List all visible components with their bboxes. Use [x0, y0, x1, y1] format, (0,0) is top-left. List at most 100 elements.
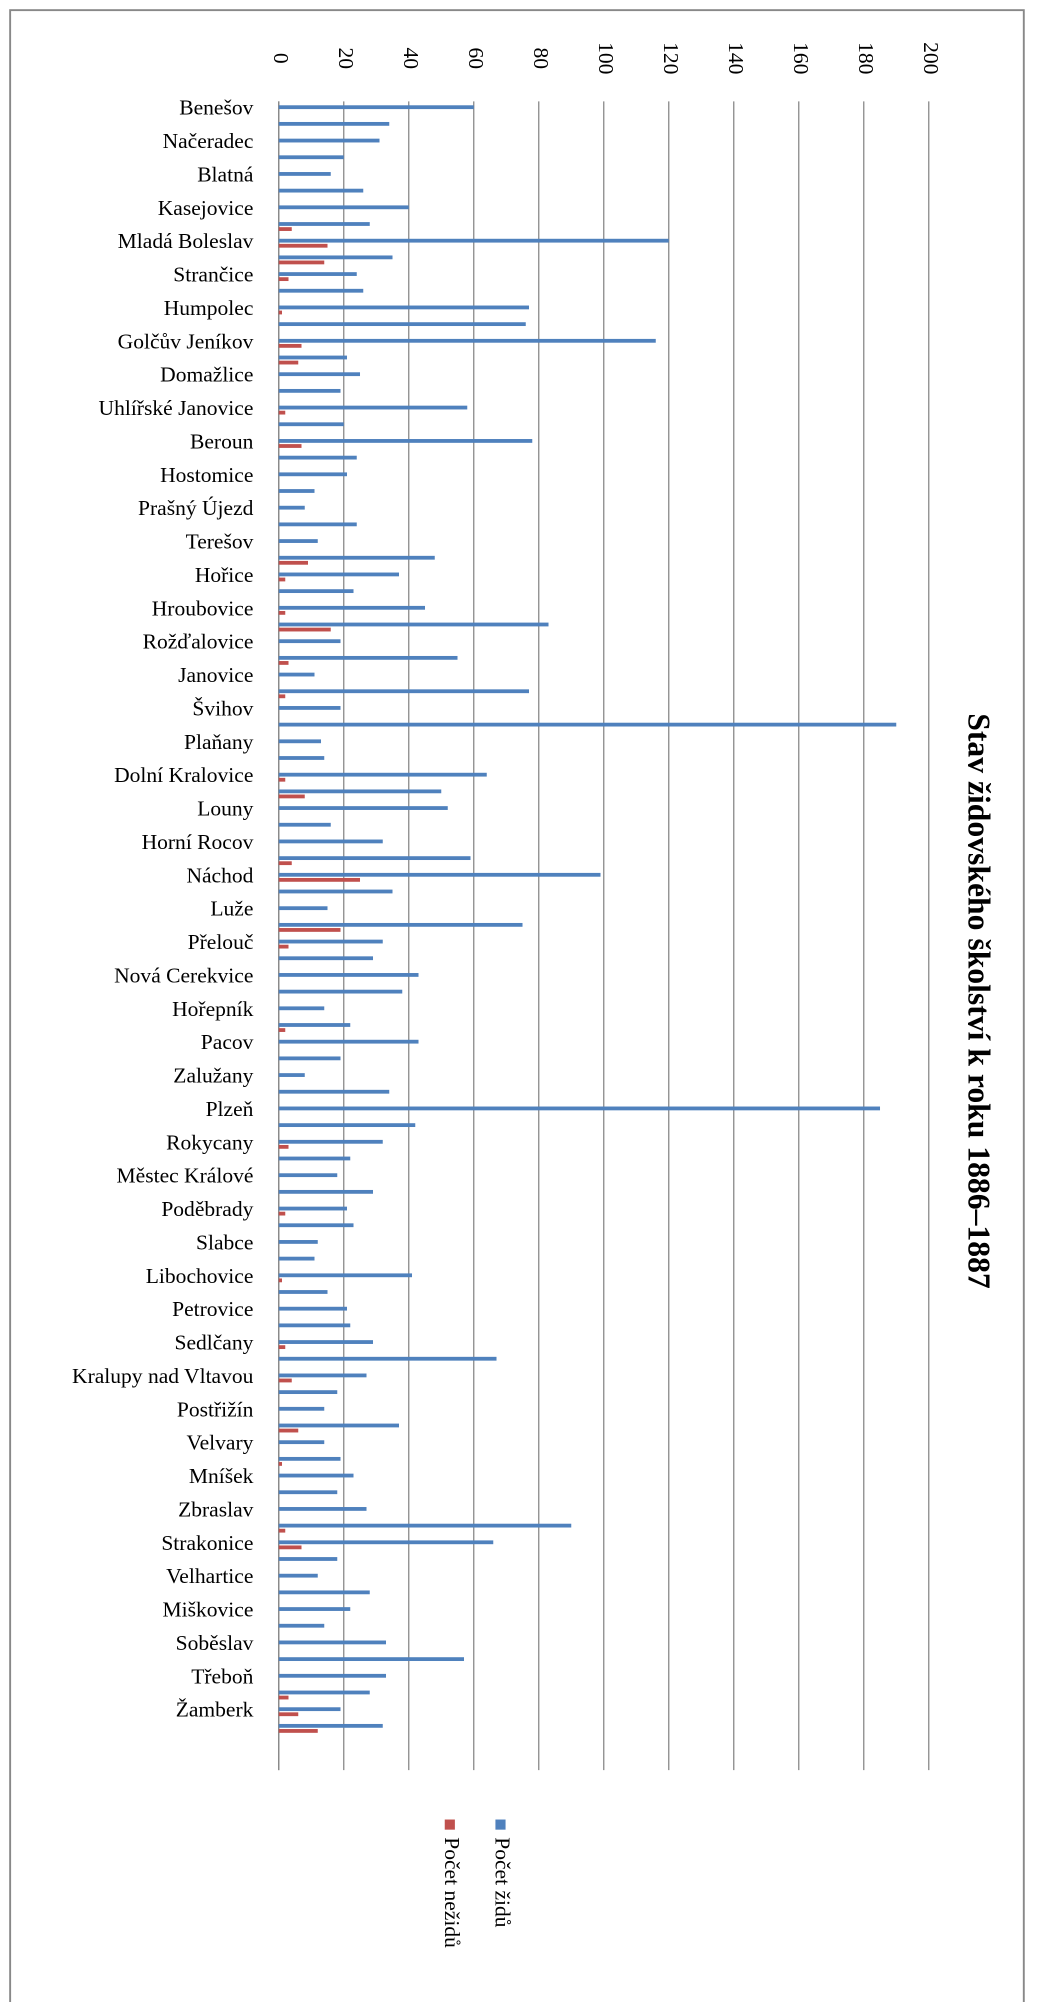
- y-tick-label: Dolní Kralovice: [114, 763, 253, 787]
- y-tick-label: Golčův Jeníkov: [118, 329, 254, 353]
- y-tick-label: Hořepník: [172, 997, 254, 1021]
- bar: [278, 1006, 325, 1011]
- y-tick-label: Libochovice: [146, 1264, 254, 1288]
- bar: [278, 1139, 383, 1144]
- bar: [278, 1256, 315, 1261]
- bar: [278, 455, 357, 460]
- y-tick-label: Zalužany: [173, 1064, 253, 1088]
- bar: [278, 1211, 286, 1216]
- y-tick-label: Mladá Boleslav: [118, 229, 254, 253]
- bar: [278, 539, 318, 543]
- y-tick-label: Benešov: [179, 96, 253, 120]
- y-tick-label: Plaňany: [184, 730, 254, 754]
- x-tick-label: 0: [269, 53, 293, 64]
- y-tick-label: Třeboň: [191, 1664, 253, 1688]
- bar: [278, 1507, 367, 1511]
- bar: [278, 1462, 283, 1466]
- bar: [278, 222, 370, 226]
- chart-title: Stav židovského školství k roku 1886–188…: [961, 713, 996, 1289]
- y-tick-label: Náchod: [186, 863, 253, 887]
- x-tick-label: 60: [464, 48, 488, 70]
- bar: [278, 777, 286, 782]
- bar: [278, 1378, 292, 1383]
- bar: [278, 1523, 572, 1528]
- y-tick-label: Beroun: [190, 429, 254, 453]
- bar: [278, 1695, 289, 1700]
- bar: [278, 1540, 494, 1545]
- y-tick-label: Plzeň: [206, 1097, 254, 1121]
- y-tick-label: Rožďalovice: [143, 630, 254, 654]
- y-tick-label: Přelouč: [188, 930, 254, 954]
- y-tick-label: Hořice: [195, 563, 254, 587]
- y-tick-label: Slabce: [196, 1230, 253, 1254]
- legend-label: Počet židů: [491, 1837, 515, 1928]
- y-tick-label: Janovice: [178, 663, 253, 687]
- bar: [278, 861, 292, 866]
- bar: [278, 138, 380, 143]
- bar: [278, 694, 286, 699]
- bar: [278, 155, 344, 160]
- y-tick-label: Terešov: [186, 530, 254, 554]
- bar: [278, 1023, 351, 1027]
- bar: [278, 322, 526, 327]
- bar: [278, 255, 393, 260]
- bar: [278, 1323, 351, 1328]
- bar: [278, 822, 331, 827]
- bar: [278, 1440, 325, 1445]
- bar: [278, 277, 289, 282]
- bar: [278, 944, 289, 949]
- bar: [278, 105, 474, 110]
- bar: [278, 121, 390, 126]
- bar: [278, 1390, 338, 1395]
- bar: [278, 1028, 286, 1032]
- bar: [278, 360, 299, 365]
- bar: [278, 305, 530, 310]
- legend-swatch: [444, 1819, 455, 1830]
- y-tick-label: Mníšek: [189, 1464, 254, 1488]
- y-tick-label: Luže: [210, 897, 253, 921]
- bar: [278, 839, 383, 844]
- bar: [278, 1406, 325, 1411]
- bar: [278, 172, 331, 176]
- bar: [278, 1707, 341, 1712]
- bar: [278, 444, 302, 448]
- bar: [278, 906, 328, 911]
- bar: [278, 1144, 289, 1149]
- bar: [278, 1473, 354, 1478]
- bar: [278, 1189, 374, 1194]
- bar: [278, 973, 419, 977]
- y-tick-label: Zbraslav: [178, 1497, 254, 1521]
- bar: [278, 572, 400, 577]
- y-tick-label: Strančice: [173, 263, 253, 287]
- bar: [278, 1640, 387, 1645]
- bar: [278, 310, 283, 315]
- bar: [278, 706, 341, 710]
- x-tick-label: 80: [529, 48, 553, 70]
- legend-label: Počet nežidů: [440, 1837, 464, 1948]
- bar: [278, 610, 286, 615]
- bar: [278, 1290, 328, 1294]
- y-tick-label: Velhartice: [166, 1564, 253, 1588]
- bar: [278, 1723, 383, 1728]
- bar: [278, 1557, 338, 1561]
- bar: [278, 639, 341, 644]
- bar: [278, 589, 354, 594]
- bar: [278, 1428, 299, 1433]
- chart-frame: [9, 9, 1025, 2007]
- bar: [278, 505, 305, 510]
- bar: [278, 1729, 318, 1733]
- bar: [278, 1607, 351, 1611]
- x-tick-label: 200: [919, 42, 943, 74]
- bar: [278, 338, 656, 343]
- y-tick-label: Strakonice: [161, 1531, 253, 1555]
- x-tick-label: 140: [724, 42, 748, 74]
- bar: [278, 1490, 338, 1495]
- bar: [278, 1039, 419, 1044]
- bar: [278, 877, 361, 882]
- bar: [278, 794, 305, 799]
- bar: [278, 1590, 370, 1595]
- bar: [278, 889, 393, 894]
- bar: [278, 739, 322, 744]
